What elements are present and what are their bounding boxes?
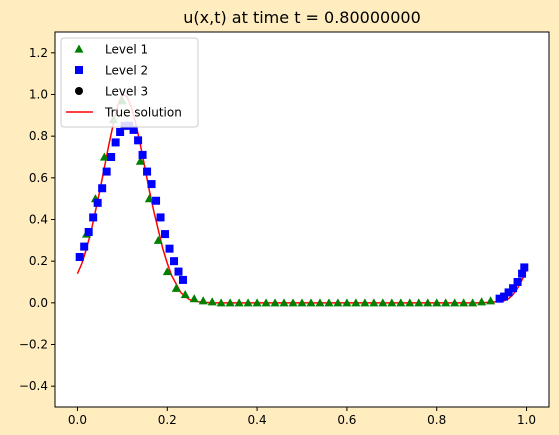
level-1-point — [171, 283, 181, 292]
level-1-point — [441, 298, 451, 307]
level-2-point — [178, 275, 187, 284]
x-tick-label: 0.4 — [248, 413, 267, 427]
level-2-point — [520, 263, 529, 272]
level-1-point — [405, 298, 415, 307]
level-1-point — [324, 298, 334, 307]
level-2-point — [170, 257, 179, 266]
plot-frame — [54, 31, 550, 408]
level-2-point — [174, 267, 183, 276]
y-tick-label: −0.4 — [19, 379, 48, 393]
level-2-point — [495, 294, 504, 303]
legend-level-2-label: Level 2 — [105, 64, 148, 78]
level-1-point — [243, 298, 253, 307]
level-2-point — [518, 269, 527, 278]
x-tick-label: 0.6 — [337, 413, 356, 427]
level-1-point — [432, 298, 442, 307]
level-1-point — [207, 297, 217, 306]
y-tick-label: 1.2 — [29, 46, 48, 60]
level-1-point — [198, 296, 208, 305]
level-2-point — [509, 284, 518, 293]
chart-title: u(x,t) at time t = 0.80000000 — [183, 8, 421, 27]
level-1-point — [468, 298, 478, 307]
level-1-point — [279, 298, 289, 307]
level-2-point — [138, 150, 147, 159]
legend-level-2-swatch — [75, 66, 83, 74]
level-1-point — [450, 298, 460, 307]
level-1-point — [306, 298, 316, 307]
level-2-point — [98, 184, 107, 193]
level-1-point — [369, 298, 379, 307]
level-1-point — [351, 298, 361, 307]
level-2-point — [102, 167, 111, 176]
level-2-point — [84, 228, 93, 236]
level-1-point — [153, 235, 163, 244]
level-2-point — [143, 167, 152, 176]
level-2-point — [161, 230, 170, 239]
level-2-point — [504, 288, 513, 297]
level-2-point — [129, 125, 138, 134]
level-2-point — [134, 136, 143, 145]
level-1-point — [270, 298, 280, 307]
level-2-point — [156, 213, 165, 222]
legend-box — [60, 37, 199, 128]
level-1-point — [135, 156, 145, 165]
level-1-point — [396, 298, 406, 307]
axis-layer: 0.0 0.2 0.4 0.6 0.8 1.0 −0.4 −0.2 0.0 0.2 0.4 0.6 0.… — [19, 46, 536, 427]
level-1-point — [333, 298, 343, 307]
y-tick-label: 0.8 — [29, 129, 48, 143]
level-1-point — [414, 298, 424, 307]
x-tick-label: 1.0 — [517, 413, 536, 427]
level-1-point — [378, 298, 388, 307]
level-2-point — [80, 242, 89, 251]
level-2-point — [513, 278, 522, 286]
level-1-point — [297, 298, 307, 307]
level-1-point — [234, 298, 244, 307]
level-1-point — [360, 298, 370, 307]
level-2-point — [152, 196, 161, 205]
level-1-point — [342, 298, 352, 307]
level-1-point — [459, 298, 469, 307]
level-2-point — [93, 198, 102, 207]
level-1-point — [477, 297, 487, 306]
level-2-point — [75, 253, 84, 261]
level-2-point — [89, 213, 98, 222]
level-2-point — [165, 244, 174, 253]
legend-level-3-label: Level 3 — [105, 85, 148, 99]
level-1-point — [252, 298, 262, 307]
level-1-point — [261, 298, 271, 307]
x-tick-label: 0.8 — [427, 413, 446, 427]
level-1-point — [315, 298, 325, 307]
x-tick-label: 0.2 — [158, 413, 177, 427]
level-2-point — [116, 128, 125, 136]
level-1-point — [387, 298, 397, 307]
legend-level-3-swatch — [75, 87, 83, 95]
level-1-point — [162, 267, 172, 276]
y-tick-label: 0.2 — [29, 254, 48, 268]
level-1-point — [144, 194, 154, 203]
legend-level-1-swatch — [74, 44, 84, 53]
level-1-point — [225, 298, 235, 307]
legend: Level 1 Level 2 Level 3 True solution — [60, 37, 199, 128]
y-tick-label: 0.0 — [29, 296, 48, 310]
y-tick-label: 0.6 — [29, 171, 48, 185]
y-tick-label: −0.2 — [19, 338, 48, 352]
y-tick-label: 0.4 — [29, 213, 48, 227]
level-1-point — [423, 298, 433, 307]
level-2-point — [147, 180, 156, 189]
level-2-point — [107, 153, 116, 161]
x-tick-label: 0.0 — [68, 413, 87, 427]
level-1-point — [486, 296, 496, 305]
level-1-point — [180, 290, 190, 299]
level-1-point — [99, 152, 109, 161]
level-2-point — [500, 292, 509, 301]
level-1-point — [216, 298, 226, 307]
legend-level-1-label: Level 1 — [105, 43, 148, 57]
level-1-point — [189, 294, 199, 303]
level-1-point — [288, 298, 298, 307]
y-tick-label: 1.0 — [29, 88, 48, 102]
level-2-point — [111, 138, 120, 147]
legend-true-solution-label: True solution — [104, 106, 182, 120]
